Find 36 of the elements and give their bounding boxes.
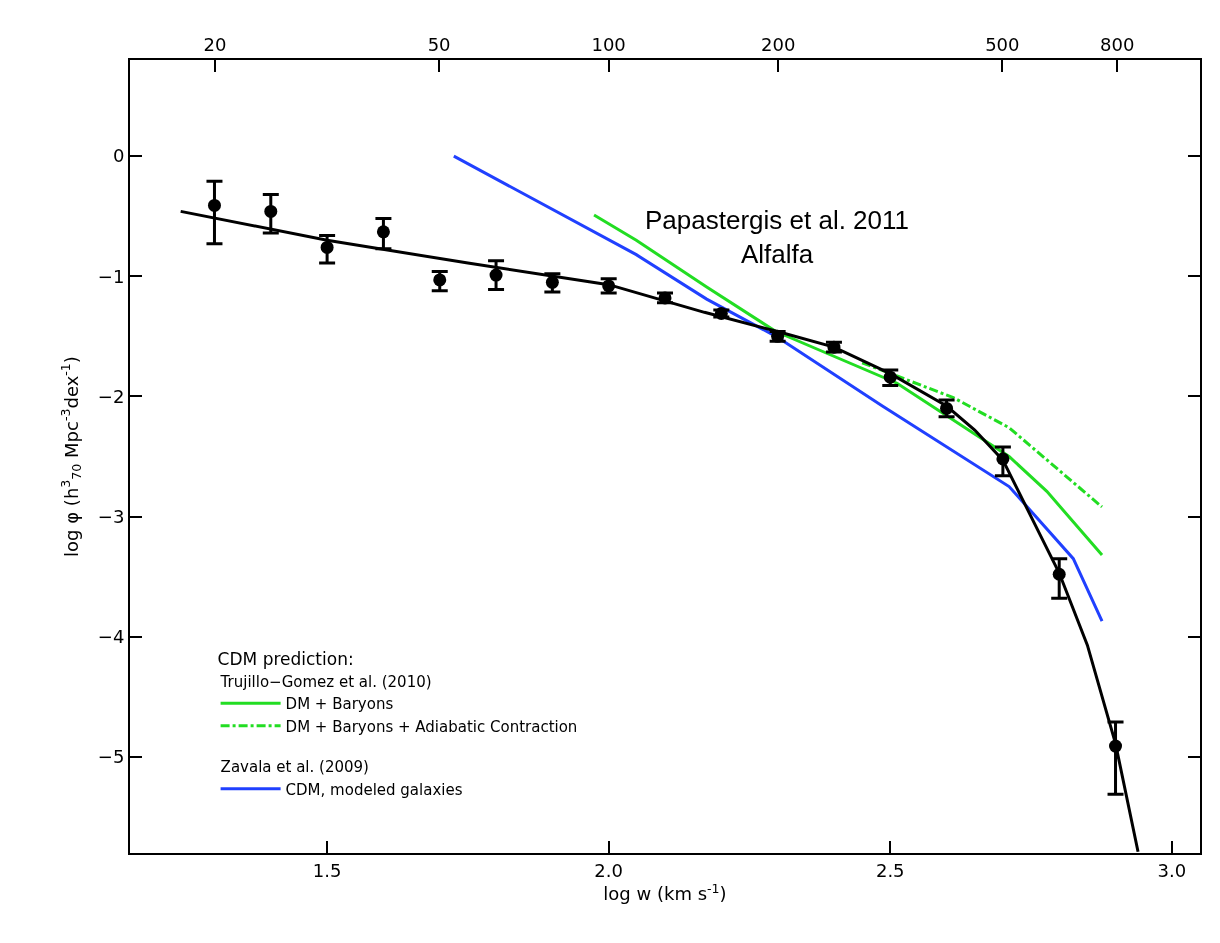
line-series [860, 361, 1104, 509]
x2-tick-label: 500 [985, 33, 1020, 55]
y-tick-label: 0 [112, 145, 125, 167]
x-tick-label: 3.0 [1157, 859, 1187, 881]
x-tick-label: 2.0 [594, 859, 623, 881]
y-tick-label: −5 [97, 746, 125, 768]
legend-label: DM + Baryons + Adiabatic Contraction [285, 717, 578, 736]
x2-tick-label: 800 [1100, 33, 1135, 55]
point [489, 268, 503, 282]
x2-tick-label: 200 [761, 33, 796, 55]
legend-label: DM + Baryons [285, 695, 394, 714]
x-tick-label: 1.5 [312, 859, 342, 881]
annotation: Papastergis et al. 2011 Alfalfa [645, 205, 910, 269]
line-series [452, 154, 1104, 623]
y-tick-label: −4 [97, 626, 125, 648]
point [433, 273, 447, 287]
legend-title: CDM prediction: [217, 648, 354, 669]
x-tick-label: 2.5 [875, 859, 905, 881]
annotation: Zavala et al. (2009) [220, 758, 369, 777]
legend-label: CDM, modeled galaxies [285, 780, 463, 799]
point [264, 204, 278, 218]
point [320, 240, 334, 254]
point [207, 198, 221, 212]
y-tick-label: −2 [97, 385, 125, 407]
x2-tick-label: 100 [591, 33, 626, 55]
point [545, 275, 559, 289]
point [996, 452, 1010, 466]
point [1109, 739, 1123, 753]
x2-tick-label: 20 [203, 33, 227, 55]
point [1052, 567, 1066, 581]
x-axis-title: log w (km s$^{-1}$) [603, 880, 727, 905]
y-tick-label: −1 [97, 265, 125, 287]
point [376, 225, 390, 239]
x2-tick-label: 50 [427, 33, 451, 55]
annotation: Trujillo−Gomez et al. (2010) [219, 672, 432, 691]
y-tick-label: −3 [97, 505, 125, 527]
